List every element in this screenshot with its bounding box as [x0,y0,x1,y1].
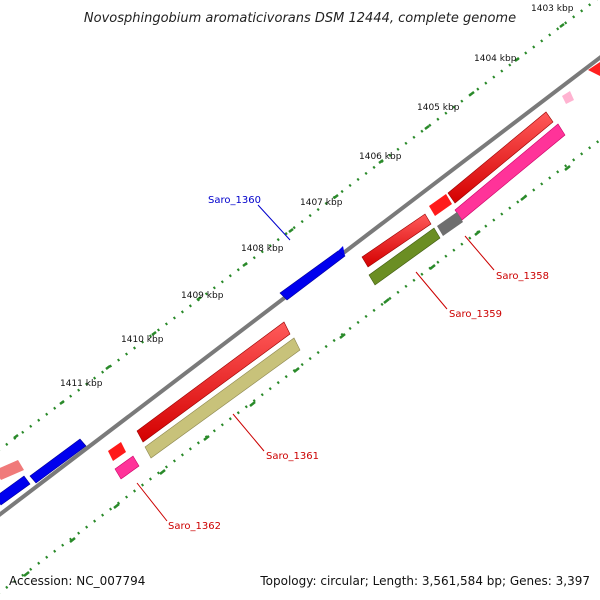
cds-red-small-left[interactable] [108,442,126,461]
cds-gray[interactable] [437,212,463,236]
topology-text: Topology: circular; Length: 3,561,584 bp… [259,574,590,588]
page-title: Novosphingobium aromaticivorans DSM 1244… [84,11,516,26]
inner-major-ticks [23,165,571,577]
cds-saro-1360-arrowhead [338,246,345,256]
outer-major-ticks [13,23,565,439]
gene-label-saro-1362[interactable]: Saro_1362 [168,521,221,532]
cds-small-pink[interactable] [562,91,574,104]
leader-saro-1359 [415,271,448,310]
kbp-label-1404: 1404 kbp [474,54,517,64]
leader-saro-1360 [257,204,291,241]
cds-saro-1358[interactable] [447,111,554,204]
kbp-label-1403: 1403 kbp [531,4,574,14]
cds-red-long[interactable] [136,321,291,443]
leader-saro-1361 [232,413,265,452]
cds-blue-left[interactable] [29,438,87,484]
kbp-label-1405: 1405 kbp [417,103,460,113]
cds-pink-1[interactable] [454,123,566,221]
cds-top-right[interactable] [588,62,600,76]
cds-saro-1360[interactable] [279,250,346,301]
kbp-label-1410: 1410 kbp [121,335,164,345]
leader-saro-1362 [136,482,168,522]
gene-label-saro-1361[interactable]: Saro_1361 [266,451,319,462]
accession-text: Accession: NC_007794 [9,574,145,588]
cds-pink-edge[interactable] [0,460,24,480]
inner-scale-ring [0,139,600,595]
gene-label-saro-1360[interactable]: Saro_1360 [208,195,261,206]
gene-label-saro-1358[interactable]: Saro_1358 [496,271,549,282]
cds-saro-1362[interactable] [114,455,140,480]
kbp-label-1407: 1407 kbp [300,198,343,208]
cds-small-red[interactable] [429,194,452,216]
kbp-label-1411: 1411 kbp [60,379,103,389]
cds-red-mid[interactable] [361,213,432,268]
kbp-label-1409: 1409 kbp [181,291,224,301]
cds-saro-1359[interactable] [368,227,441,286]
kbp-label-1406: 1406 kbp [359,152,402,162]
leader-saro-1358 [464,235,495,271]
cds-blue-edge[interactable] [0,475,31,506]
kbp-label-1408: 1408 kbp [241,244,284,254]
gene-label-saro-1359[interactable]: Saro_1359 [449,309,502,320]
cds-saro-1361[interactable] [144,337,301,459]
